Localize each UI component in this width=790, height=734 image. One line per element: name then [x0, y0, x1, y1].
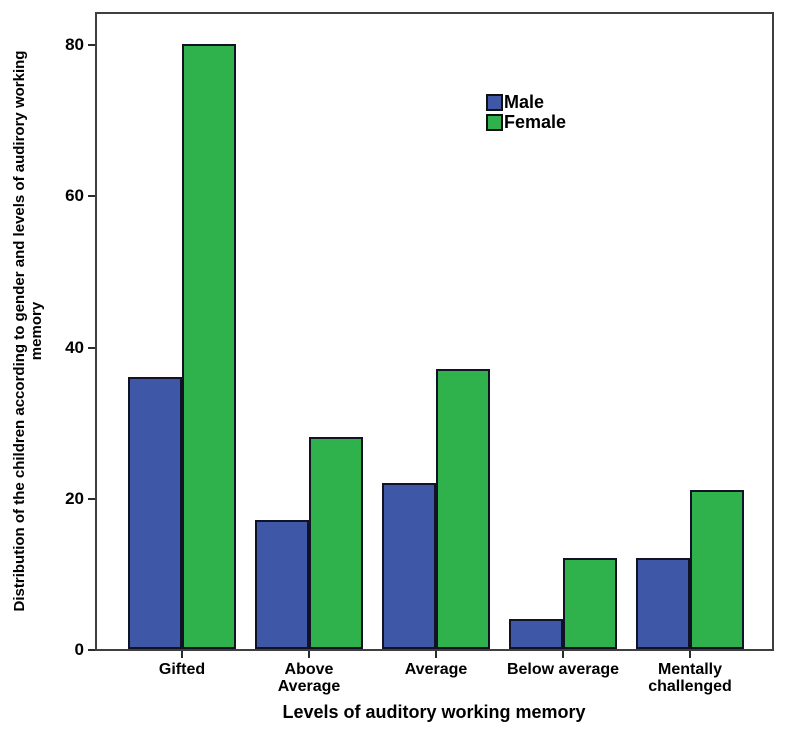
legend-swatch-male	[486, 93, 503, 111]
bar-female-average	[436, 369, 490, 649]
bar-male-below-average	[509, 619, 563, 649]
y-tick-mark-60	[88, 195, 95, 197]
x-tick-mark-above-average	[308, 651, 310, 658]
x-category-label-above-average: Above Average	[277, 661, 341, 695]
x-axis-title: Levels of auditory working memory	[282, 702, 586, 722]
y-tick-mark-80	[88, 44, 95, 46]
bars-layer	[97, 14, 772, 649]
y-axis-title-line-1: Distribution of the children according t…	[11, 50, 28, 612]
bar-male-mentally-challenged	[636, 558, 690, 649]
legend: Male Female	[486, 92, 566, 132]
x-tick-mark-mentally-challenged	[689, 651, 691, 658]
y-axis-title-line-2: memory	[28, 301, 45, 361]
y-tick-mark-40	[88, 347, 95, 349]
bar-female-below-average	[563, 558, 617, 649]
legend-swatch-female	[486, 113, 503, 131]
y-tick-label-0: 0	[74, 640, 84, 659]
y-tick-label-40: 40	[65, 338, 84, 357]
bar-male-average	[382, 483, 436, 649]
y-tick-label-60: 60	[65, 186, 84, 205]
bar-female-above-average	[309, 437, 363, 649]
legend-item-male: Male	[486, 92, 566, 112]
y-axis-title: Distribution of the children according t…	[11, 11, 45, 651]
legend-label-male: Male	[504, 92, 545, 112]
y-tick-mark-20	[88, 498, 95, 500]
bar-female-mentally-challenged	[690, 490, 744, 649]
x-category-label-mentally-challenged: Mentally challenged	[648, 661, 732, 695]
y-tick-label-20: 20	[65, 489, 84, 508]
x-tick-mark-gifted	[181, 651, 183, 658]
plot-area	[95, 12, 774, 651]
legend-label-female: Female	[504, 112, 567, 132]
y-tick-mark-0	[88, 649, 95, 651]
x-category-label-average: Average	[404, 661, 468, 678]
legend-item-female: Female	[486, 112, 566, 132]
bar-female-gifted	[182, 44, 236, 649]
x-tick-mark-average	[435, 651, 437, 658]
x-category-label-below-average: Below average	[506, 661, 620, 678]
y-tick-label-80: 80	[65, 35, 84, 54]
x-category-label-gifted: Gifted	[158, 661, 206, 678]
x-tick-mark-below-average	[562, 651, 564, 658]
bar-male-gifted	[128, 377, 182, 649]
bar-male-above-average	[255, 520, 309, 649]
